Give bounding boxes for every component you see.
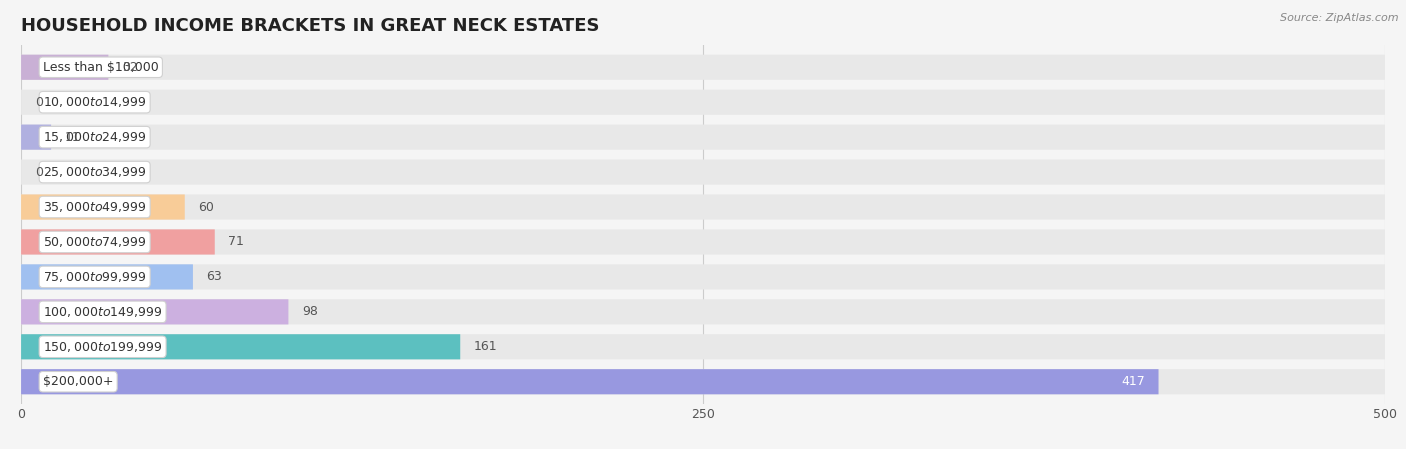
Text: $200,000+: $200,000+: [44, 375, 114, 388]
FancyBboxPatch shape: [21, 90, 1385, 115]
Text: 63: 63: [207, 270, 222, 283]
FancyBboxPatch shape: [21, 299, 1385, 325]
Text: $150,000 to $199,999: $150,000 to $199,999: [44, 340, 162, 354]
Text: $50,000 to $74,999: $50,000 to $74,999: [44, 235, 146, 249]
Text: $100,000 to $149,999: $100,000 to $149,999: [44, 305, 162, 319]
Text: Source: ZipAtlas.com: Source: ZipAtlas.com: [1281, 13, 1399, 23]
FancyBboxPatch shape: [21, 194, 1385, 220]
Text: $10,000 to $14,999: $10,000 to $14,999: [44, 95, 146, 109]
Text: 32: 32: [122, 61, 138, 74]
Text: 0: 0: [35, 96, 42, 109]
Text: $15,000 to $24,999: $15,000 to $24,999: [44, 130, 146, 144]
FancyBboxPatch shape: [21, 369, 1159, 394]
FancyBboxPatch shape: [21, 334, 1385, 359]
Text: $35,000 to $49,999: $35,000 to $49,999: [44, 200, 146, 214]
FancyBboxPatch shape: [21, 369, 1385, 394]
FancyBboxPatch shape: [21, 55, 1385, 80]
Text: 161: 161: [474, 340, 498, 353]
FancyBboxPatch shape: [21, 55, 108, 80]
Text: 60: 60: [198, 201, 214, 214]
FancyBboxPatch shape: [21, 229, 1385, 255]
FancyBboxPatch shape: [21, 264, 193, 290]
Text: 417: 417: [1121, 375, 1144, 388]
FancyBboxPatch shape: [21, 124, 1385, 150]
Text: $75,000 to $99,999: $75,000 to $99,999: [44, 270, 146, 284]
Text: 71: 71: [228, 235, 245, 248]
Text: Less than $10,000: Less than $10,000: [44, 61, 159, 74]
Text: $25,000 to $34,999: $25,000 to $34,999: [44, 165, 146, 179]
FancyBboxPatch shape: [21, 229, 215, 255]
FancyBboxPatch shape: [21, 159, 1385, 185]
FancyBboxPatch shape: [21, 334, 460, 359]
Text: 11: 11: [65, 131, 80, 144]
Text: HOUSEHOLD INCOME BRACKETS IN GREAT NECK ESTATES: HOUSEHOLD INCOME BRACKETS IN GREAT NECK …: [21, 17, 599, 35]
FancyBboxPatch shape: [21, 194, 184, 220]
FancyBboxPatch shape: [21, 299, 288, 325]
FancyBboxPatch shape: [21, 264, 1385, 290]
Text: 98: 98: [302, 305, 318, 318]
Text: 0: 0: [35, 166, 42, 179]
FancyBboxPatch shape: [21, 124, 51, 150]
